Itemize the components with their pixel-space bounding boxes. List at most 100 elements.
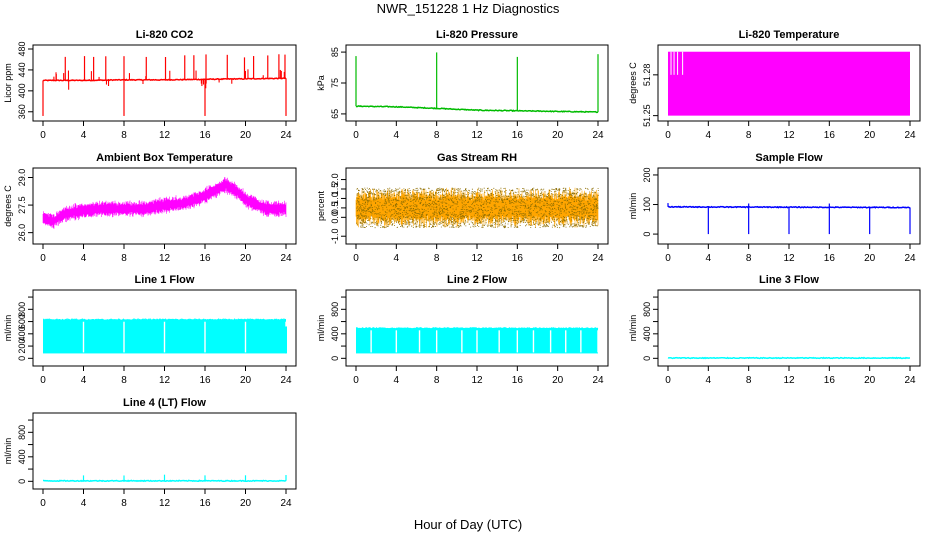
x-tick-label: 16	[512, 130, 524, 141]
x-tick-label: 20	[864, 375, 876, 386]
band-edge-line2	[356, 327, 599, 330]
series-co2	[42, 54, 287, 116]
x-tick-label: 4	[706, 130, 712, 141]
x-tick-label: 12	[471, 253, 483, 264]
x-tick-label: 4	[394, 130, 400, 141]
panel-title: Ambient Box Temperature	[96, 152, 233, 164]
y-tick-label: 800	[642, 302, 652, 317]
x-tick-label: 12	[783, 253, 795, 264]
x-tick-label: 16	[199, 253, 211, 264]
x-tick-label: 0	[353, 130, 359, 141]
x-tick-label: 12	[159, 498, 171, 509]
band-rh	[355, 187, 599, 229]
y-tick-label: 100	[642, 197, 652, 212]
y-tick-label: 26.0	[17, 224, 27, 242]
x-tick-label: 20	[864, 253, 876, 264]
x-tick-label: 24	[280, 253, 292, 264]
x-tick-label: 16	[824, 253, 836, 264]
x-tick-label: 12	[783, 375, 795, 386]
panel-line2: Line 2 Flow 0 4 8 12 16 20 24 0 400 800 ml/min	[316, 274, 609, 386]
y-tick-label: 400	[17, 83, 27, 98]
x-tick-label: 8	[121, 253, 127, 264]
panel-temp: Li-820 Temperature 0 4 8 12 16 20 24 51.25 51.28 d…	[628, 29, 921, 141]
x-tick-label: 24	[904, 375, 916, 386]
line-pressure	[355, 105, 599, 114]
line-co2	[42, 77, 287, 82]
y-tick-label: 600	[17, 314, 27, 329]
x-tick-label: 4	[81, 130, 87, 141]
panel-title: Sample Flow	[755, 152, 823, 164]
panel-title: Line 2 Flow	[447, 274, 507, 286]
series-line1	[43, 318, 287, 354]
plot-frame	[32, 44, 297, 122]
y-axis-label: ml/min	[3, 315, 13, 342]
x-tick-label: 16	[824, 375, 836, 386]
panel-pressure: Li-820 Pressure 0 4 8 12 16 20 24 65 75 85 kPa	[316, 29, 609, 141]
series-sample	[667, 203, 911, 235]
x-tick-label: 24	[280, 498, 292, 509]
panel-title: Li-820 Pressure	[436, 29, 518, 41]
x-tick-label: 12	[159, 375, 171, 386]
panel-title: Li-820 CO2	[136, 29, 193, 41]
x-tick-label: 20	[552, 253, 564, 264]
y-tick-label: 75	[330, 78, 340, 88]
x-tick-label: 8	[121, 375, 127, 386]
panel-ambient: Ambient Box Temperature 0 4 8 12 16 20 24 26.0 27…	[3, 152, 297, 264]
x-tick-label: 8	[434, 130, 440, 141]
y-tick-label: 0	[642, 356, 652, 361]
y-tick-label: 480	[17, 41, 27, 56]
y-tick-label: 400	[17, 449, 27, 464]
x-tick-label: 24	[904, 253, 916, 264]
x-tick-label: 4	[81, 253, 87, 264]
temp-fill	[668, 51, 910, 116]
y-tick-label: 0.5	[330, 202, 340, 215]
y-tick-label: 1.0	[330, 192, 340, 205]
y-tick-label: 65	[330, 109, 340, 119]
x-tick-label: 16	[199, 130, 211, 141]
y-tick-label: 51.25	[642, 104, 652, 127]
x-tick-label: 4	[81, 375, 87, 386]
x-tick-label: 20	[240, 498, 252, 509]
x-tick-label: 24	[904, 130, 916, 141]
y-tick-label: 85	[330, 47, 340, 57]
x-tick-label: 20	[240, 130, 252, 141]
series-line3	[667, 356, 910, 360]
panel-title: Li-820 Temperature	[739, 29, 840, 41]
y-tick-label: 2.0	[330, 173, 340, 186]
x-tick-label: 20	[240, 253, 252, 264]
x-tick-label: 16	[199, 375, 211, 386]
line-line4	[43, 479, 287, 483]
y-axis-label: percent	[316, 190, 326, 221]
x-tick-label: 24	[280, 130, 292, 141]
y-axis-label: Licor ppm	[3, 63, 13, 103]
y-axis-label: ml/min	[3, 438, 13, 465]
y-axis-label: degrees C	[628, 62, 638, 104]
panel-line4: Line 4 (LT) Flow 0 4 8 12 16 20 24 0 400 800 ml/min	[3, 397, 297, 509]
y-tick-label: 0	[330, 356, 340, 361]
y-axis-label: ml/min	[316, 315, 326, 342]
x-tick-label: 8	[746, 130, 752, 141]
panel-title: Line 1 Flow	[135, 274, 195, 286]
line-line3	[667, 356, 910, 360]
x-axis-title: Hour of Day (UTC)	[413, 517, 523, 532]
y-tick-label: 0	[17, 479, 27, 484]
y-tick-label: 360	[17, 104, 27, 119]
x-tick-label: 0	[665, 253, 671, 264]
panel-title: Line 3 Flow	[759, 274, 819, 286]
band-ambient	[42, 177, 287, 229]
y-tick-label: 400	[642, 326, 652, 341]
x-tick-label: 0	[665, 130, 671, 141]
y-tick-label: -1.0	[330, 228, 340, 244]
x-tick-label: 20	[864, 130, 876, 141]
x-tick-label: 12	[783, 130, 795, 141]
y-tick-label: 800	[17, 302, 27, 317]
y-tick-label: 51.28	[642, 64, 652, 87]
x-tick-label: 12	[471, 375, 483, 386]
x-tick-label: 20	[552, 375, 564, 386]
y-tick-label: 29.0	[17, 169, 27, 187]
y-tick-label: 400	[17, 326, 27, 341]
x-tick-label: 8	[746, 253, 752, 264]
x-tick-label: 12	[471, 130, 483, 141]
x-tick-label: 24	[592, 375, 604, 386]
